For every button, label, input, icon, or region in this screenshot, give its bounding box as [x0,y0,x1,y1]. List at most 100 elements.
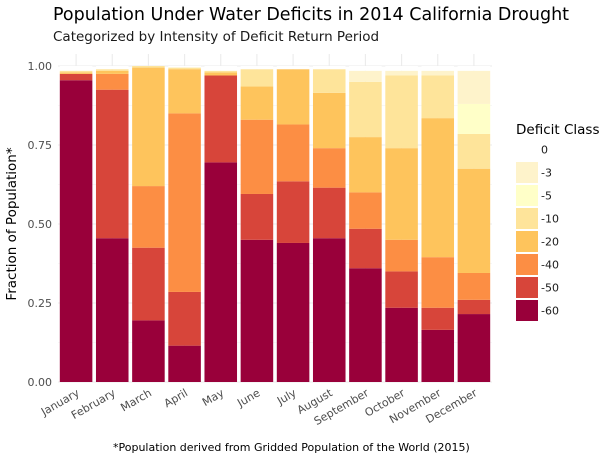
bar-segment [168,69,201,114]
x-tick-label: March [118,386,154,414]
bar-segment [457,314,491,382]
bars [59,66,491,382]
bar-segment [421,257,455,308]
bar-segment [457,66,491,71]
bar-segment [349,70,382,82]
y-tick-label: 0.00 [28,376,53,389]
legend-label: -40 [541,259,559,272]
bar-segment [312,187,346,239]
bar-segment [385,239,418,272]
bar-segment [421,75,455,119]
bar-segment [132,320,165,382]
y-tick-label: 0.25 [28,297,53,310]
bar-segment [132,247,165,321]
bar-segment [421,118,455,258]
y-axis-label: Fraction of Population* [4,147,20,300]
y-tick-label: 0.75 [28,139,53,152]
bar-segment [312,148,346,188]
legend-key [516,208,538,229]
bar-segment [59,66,93,71]
bar-segment [204,72,238,76]
bar-segment [349,81,382,138]
bar-segment [421,66,455,71]
bar-segment [457,103,491,134]
bar-segment [95,73,129,90]
legend-label: -10 [541,213,559,226]
y-axis: 0.00 0.25 0.50 0.75 1.00 [28,60,53,389]
bar-segment [204,75,238,163]
legend-title: Deficit Class [516,122,599,138]
legend-key [516,185,538,206]
bar-segment [312,92,346,149]
legend-label: -5 [541,190,552,203]
y-tick-label: 0.50 [28,218,53,231]
bar-segment [240,239,274,382]
bar-segment [421,329,455,382]
x-tick-label: May [200,386,227,409]
bar-segment [276,66,310,70]
legend-label: -3 [541,167,552,180]
x-tick-label: April [162,386,190,410]
bar-segment [457,70,491,104]
bar-segment [204,66,238,71]
legend-key [516,231,538,252]
bar-segment [457,168,491,273]
bar-segment [276,181,310,243]
legend: Deficit Class 0 -3 -5 -10 -20 -40 -50 -60 [516,122,599,321]
bar-segment [168,66,201,68]
bar-segment [240,69,274,87]
bar-segment [385,70,418,76]
bar-segment [168,291,201,346]
bar-segment [95,70,129,74]
bar-segment [276,124,310,182]
bar-segment [385,271,418,308]
chart-title: Population Under Water Deficits in 2014 … [53,5,569,25]
bar-segment [349,137,382,193]
bar-segment [276,242,310,382]
legend-label: -60 [541,305,559,318]
bar-segment [168,67,201,70]
legend-key [516,277,538,298]
bar-segment [95,238,129,382]
legend-key [516,162,538,183]
bar-segment [240,119,274,194]
bar-segment [276,69,310,125]
bar-segment [168,345,201,382]
bar-segment [385,148,418,240]
x-tick-label: June [234,386,262,410]
bar-segment [385,307,418,382]
bar-segment [349,268,382,382]
bar-segment [59,72,93,74]
bar-segment [59,73,93,81]
legend-key [516,254,538,275]
legend-key [516,139,538,160]
bar-segment [349,192,382,229]
bar-segment [457,133,491,169]
bar-segment [204,162,238,382]
bar-segment [95,69,129,71]
bar-segment [59,70,93,73]
bar-segment [349,66,382,71]
legend-label: -50 [541,282,559,295]
legend-key [516,300,538,321]
bar-segment [385,75,418,149]
bar-segment [95,89,129,239]
bar-segment [312,69,346,93]
legend-label: 0 [541,144,548,157]
bar-segment [457,272,491,300]
bar-segment [312,66,346,70]
bar-segment [168,113,201,292]
bar-segment [385,66,418,71]
bar-segment [132,67,165,187]
bar-segment [59,80,93,382]
bar-segment [457,299,491,315]
bar-segment [132,66,165,68]
legend-label: -20 [541,236,559,249]
bar-segment [204,70,238,73]
bar-segment [240,193,274,240]
bar-segment [312,238,346,382]
bar-segment [240,66,274,70]
bar-segment [240,86,274,120]
